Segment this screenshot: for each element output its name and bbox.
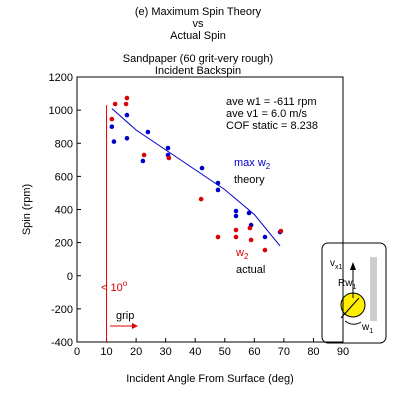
x-tick-label: 60 (248, 346, 260, 358)
data-point (112, 101, 118, 107)
data-point (124, 95, 130, 101)
threshold-text: < 10 (101, 282, 123, 294)
x-tick-label: 50 (219, 346, 231, 358)
data-point (233, 213, 239, 219)
data-point (111, 139, 117, 144)
stat-label: COF static = 8.238 (226, 120, 318, 132)
data-point (109, 124, 115, 129)
grip-arrowhead (132, 323, 138, 329)
label-text: max w (234, 157, 266, 169)
grip-label: grip (116, 310, 134, 322)
x-tick-label: 30 (160, 346, 172, 358)
label-text: v (330, 258, 335, 269)
chart-subtitle: Sandpaper (60 grit-very rough) (123, 53, 273, 65)
data-point (247, 225, 253, 231)
label-text: w (235, 247, 244, 259)
w-label: w1 (361, 322, 373, 335)
data-point (141, 152, 147, 158)
data-point (248, 237, 254, 243)
data-point (109, 116, 115, 122)
y-axis-label: Spin (rpm) (21, 184, 33, 235)
y-tick-label: 0 (67, 271, 73, 283)
subscript: 1 (352, 284, 356, 291)
inset-diagram (321, 242, 387, 344)
data-point (124, 112, 130, 118)
theory-label: max w2 (234, 157, 271, 171)
x-axis-label: Incident Angle From Surface (deg) (126, 373, 294, 385)
data-point (166, 155, 172, 161)
data-point (124, 135, 130, 141)
data-point (233, 234, 239, 240)
data-point (233, 208, 239, 214)
wall (370, 257, 377, 321)
data-point (199, 165, 205, 171)
y-tick-label: 1000 (49, 105, 73, 117)
subscript: x1 (335, 264, 343, 271)
theory-label-line2: theory (234, 174, 265, 186)
label-text: w (361, 322, 370, 333)
stat-label: ave v1 = 6.0 m/s (226, 108, 308, 120)
y-tick-label: 200 (55, 238, 73, 250)
x-tick-label: 90 (337, 346, 349, 358)
subscript: 1 (369, 328, 373, 335)
label-text: Rw (338, 278, 353, 289)
stat-label: ave w1 = -611 rpm (226, 96, 317, 108)
data-point (278, 228, 284, 234)
r-line (340, 297, 360, 319)
data-point (233, 227, 239, 233)
chart-title: vs (193, 18, 205, 30)
data-point (246, 210, 252, 216)
degree: o (123, 279, 128, 288)
actual-label: w2 (235, 247, 249, 261)
data-point (262, 247, 268, 253)
threshold-label: < 10o (101, 279, 128, 294)
r-label: Rw1 (338, 278, 356, 291)
chart-subtitle: Incident Backspin (155, 65, 241, 77)
x-tick-label: 10 (100, 346, 112, 358)
data-point (165, 145, 171, 151)
y-tick-label: -200 (51, 304, 73, 316)
y-tick-label: 400 (55, 205, 73, 217)
x-tick-label: 20 (130, 346, 142, 358)
x-tick-label: 40 (189, 346, 201, 358)
y-tick-label: 800 (55, 138, 73, 150)
x-tick-label: 70 (278, 346, 290, 358)
y-tick-label: 1200 (49, 72, 73, 84)
v-arrowhead (350, 262, 356, 270)
v-label: vx1 (330, 258, 343, 271)
data-point (123, 101, 129, 107)
data-point (198, 196, 204, 202)
y-tick-label: 600 (55, 171, 73, 183)
chart-title: (e) Maximum Spin Theory (135, 6, 262, 18)
actual-label-line2: actual (236, 264, 265, 276)
x-tick-label: 80 (307, 346, 319, 358)
subscript: 2 (266, 162, 271, 171)
x-tick-label: 0 (74, 346, 80, 358)
data-point (140, 158, 146, 164)
theory-line (111, 108, 281, 247)
y-tick-label: -400 (51, 337, 73, 349)
subscript: 2 (244, 252, 249, 261)
data-point (215, 234, 221, 240)
spin-arrow (344, 320, 362, 325)
data-point (215, 187, 221, 193)
chart-title: Actual Spin (170, 30, 226, 42)
data-point (145, 129, 151, 135)
data-point (262, 234, 268, 240)
